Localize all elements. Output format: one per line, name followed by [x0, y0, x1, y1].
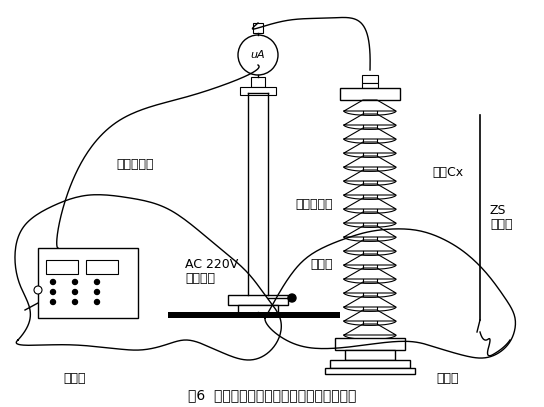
- Bar: [240, 87, 276, 95]
- Bar: [38, 248, 138, 318]
- Bar: [238, 305, 278, 313]
- Circle shape: [95, 300, 100, 304]
- Circle shape: [288, 294, 296, 302]
- Bar: [253, 23, 263, 33]
- Bar: [340, 88, 400, 100]
- Text: ZS: ZS: [490, 204, 506, 217]
- Text: uA: uA: [251, 50, 265, 60]
- Circle shape: [72, 289, 77, 295]
- Text: 高压发生器: 高压发生器: [295, 199, 332, 212]
- Text: 图6  试品试验接线示意图及接地线联接方法: 图6 试品试验接线示意图及接地线联接方法: [188, 388, 356, 402]
- Text: AC 220V: AC 220V: [185, 258, 238, 271]
- Circle shape: [51, 289, 55, 295]
- Bar: [86, 260, 118, 274]
- Text: 接地线: 接地线: [310, 258, 332, 271]
- Text: 联接电缆线: 联接电缆线: [116, 158, 154, 171]
- Bar: [362, 83, 378, 88]
- Circle shape: [95, 289, 100, 295]
- Bar: [46, 260, 78, 274]
- Circle shape: [51, 280, 55, 284]
- Bar: [345, 350, 395, 360]
- Circle shape: [72, 300, 77, 304]
- Text: 接地线: 接地线: [437, 372, 459, 385]
- Text: 试品Cx: 试品Cx: [432, 166, 463, 179]
- Circle shape: [95, 280, 100, 284]
- Circle shape: [34, 286, 42, 294]
- Circle shape: [238, 35, 278, 75]
- Bar: [228, 295, 288, 305]
- Bar: [251, 77, 265, 87]
- Bar: [335, 338, 405, 350]
- Bar: [168, 312, 340, 318]
- Bar: [362, 75, 378, 83]
- Bar: [325, 368, 415, 374]
- Text: 安全距离: 安全距离: [185, 271, 215, 284]
- Bar: [330, 360, 410, 368]
- Text: 接地线: 接地线: [64, 372, 86, 385]
- Circle shape: [72, 280, 77, 284]
- Text: 放电棒: 放电棒: [490, 219, 512, 232]
- Circle shape: [51, 300, 55, 304]
